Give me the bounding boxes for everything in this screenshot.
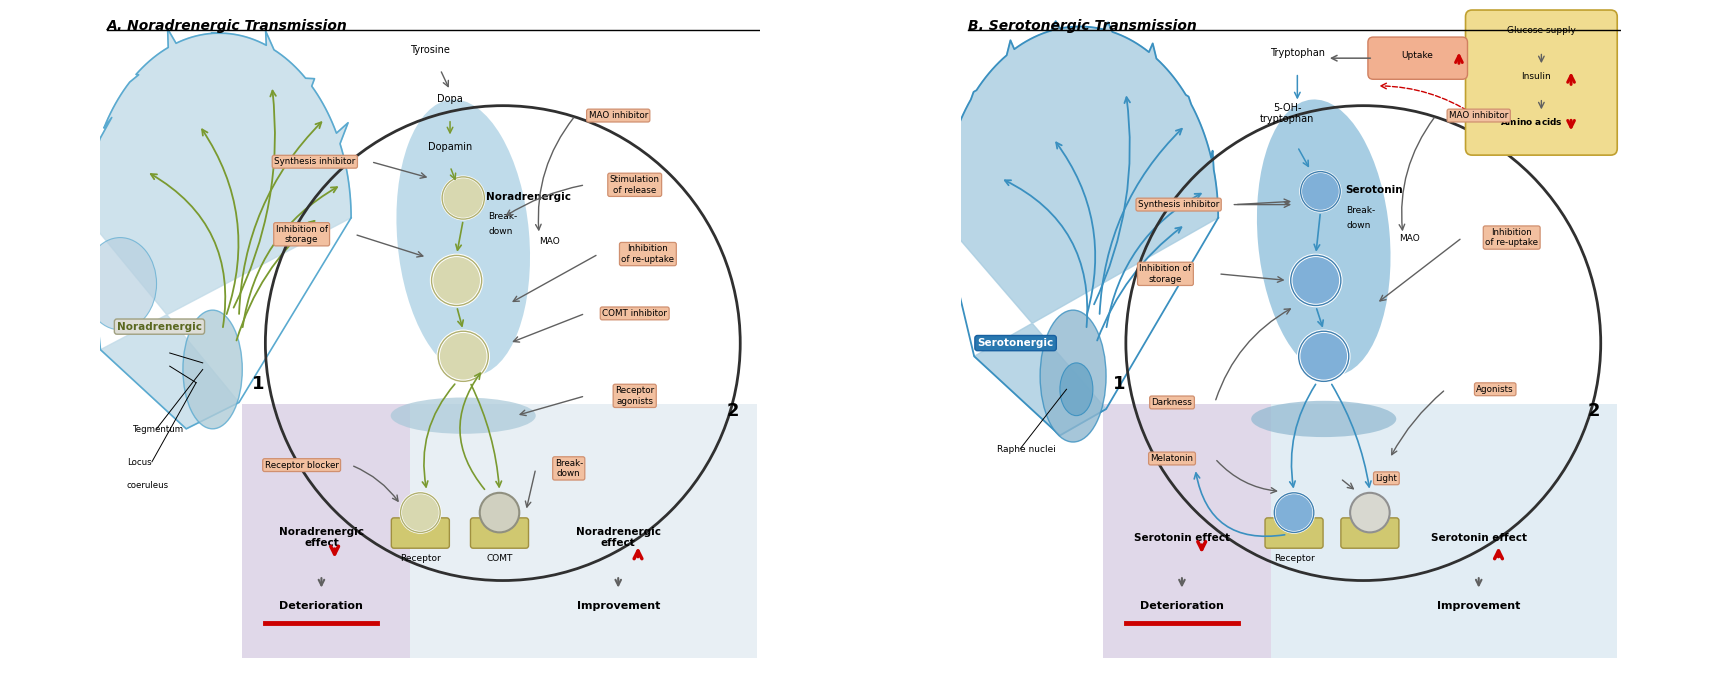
- FancyBboxPatch shape: [243, 404, 411, 658]
- Text: Serotonin effect: Serotonin effect: [1430, 532, 1527, 542]
- Text: MAO: MAO: [1399, 234, 1420, 243]
- Ellipse shape: [1060, 363, 1093, 416]
- FancyBboxPatch shape: [391, 518, 449, 548]
- Ellipse shape: [1039, 310, 1107, 442]
- FancyBboxPatch shape: [1368, 37, 1468, 79]
- Text: Uptake: Uptake: [1401, 51, 1434, 60]
- Text: Noradrenergic: Noradrenergic: [487, 192, 571, 202]
- Text: down: down: [1346, 221, 1370, 229]
- Text: Tryptophan: Tryptophan: [1270, 48, 1325, 58]
- Text: Break-: Break-: [1346, 205, 1375, 215]
- Circle shape: [1274, 493, 1313, 532]
- Text: Melatonin: Melatonin: [1151, 454, 1194, 463]
- Circle shape: [1299, 331, 1349, 382]
- Text: Serotonergic: Serotonergic: [978, 338, 1053, 348]
- Text: Receptor: Receptor: [1274, 554, 1315, 563]
- Text: A. Noradrenergic Transmission: A. Noradrenergic Transmission: [107, 19, 348, 32]
- FancyBboxPatch shape: [1466, 10, 1618, 155]
- Text: Tegmentum: Tegmentum: [134, 425, 184, 434]
- Text: 5-OH-
tryptophan: 5-OH- tryptophan: [1260, 102, 1315, 124]
- Text: 2: 2: [726, 402, 740, 420]
- Text: MAO: MAO: [539, 237, 559, 246]
- Text: COMT: COMT: [487, 554, 513, 563]
- Text: 2: 2: [1587, 402, 1601, 420]
- Ellipse shape: [1251, 401, 1396, 437]
- Text: 1: 1: [253, 376, 265, 393]
- Polygon shape: [941, 21, 1218, 435]
- Text: Light: Light: [1375, 474, 1397, 483]
- Text: Insulin: Insulin: [1521, 72, 1551, 81]
- Text: Inhibition of
storage: Inhibition of storage: [275, 225, 327, 244]
- Text: Noradrenergic: Noradrenergic: [117, 322, 201, 332]
- Text: MAO inhibitor: MAO inhibitor: [589, 111, 647, 120]
- Text: Receptor blocker: Receptor blocker: [265, 460, 339, 470]
- Text: Break-
down: Break- down: [554, 459, 583, 478]
- Circle shape: [401, 493, 441, 532]
- Ellipse shape: [1256, 100, 1391, 376]
- Text: B. Serotonergic Transmission: B. Serotonergic Transmission: [967, 19, 1196, 32]
- Text: Stimulation
of release: Stimulation of release: [609, 175, 659, 194]
- Text: Locus: Locus: [127, 458, 151, 467]
- Text: coeruleus: coeruleus: [127, 481, 169, 490]
- Circle shape: [480, 493, 520, 532]
- Text: Noradrenergic
effect: Noradrenergic effect: [577, 527, 661, 548]
- FancyBboxPatch shape: [470, 518, 528, 548]
- Text: down: down: [489, 227, 513, 236]
- Text: Improvement: Improvement: [1437, 600, 1520, 610]
- FancyBboxPatch shape: [1272, 404, 1618, 658]
- Text: Deterioration: Deterioration: [1139, 600, 1224, 610]
- Text: Glucose supply: Glucose supply: [1508, 26, 1576, 35]
- Text: Darkness: Darkness: [1151, 398, 1193, 407]
- Text: 1: 1: [1113, 376, 1126, 393]
- Text: Deterioration: Deterioration: [279, 600, 363, 610]
- Text: Tyrosine: Tyrosine: [410, 45, 451, 55]
- Text: Dopamin: Dopamin: [429, 142, 472, 152]
- Text: Serotonin: Serotonin: [1344, 185, 1403, 195]
- Text: Raphe nuclei: Raphe nuclei: [996, 445, 1057, 454]
- Text: $\mathbf{Amino\ acids}$: $\mathbf{Amino\ acids}$: [1501, 116, 1563, 127]
- Text: Noradrenergic
effect: Noradrenergic effect: [279, 527, 363, 548]
- Circle shape: [439, 331, 489, 382]
- Text: Inhibition
of re-uptake: Inhibition of re-uptake: [621, 244, 675, 264]
- Text: Inhibition of
storage: Inhibition of storage: [1139, 264, 1191, 283]
- Circle shape: [432, 255, 482, 306]
- Circle shape: [1291, 255, 1341, 306]
- Ellipse shape: [396, 100, 530, 376]
- Text: Improvement: Improvement: [577, 600, 659, 610]
- FancyBboxPatch shape: [1341, 518, 1399, 548]
- Polygon shape: [88, 29, 351, 429]
- Text: Receptor
agonists: Receptor agonists: [614, 386, 654, 406]
- Text: Receptor: Receptor: [399, 554, 441, 563]
- Text: Inhibition
of re-uptake: Inhibition of re-uptake: [1485, 228, 1539, 247]
- Circle shape: [442, 177, 484, 219]
- Text: Synthesis inhibitor: Synthesis inhibitor: [1138, 200, 1218, 209]
- Circle shape: [1301, 172, 1341, 211]
- FancyBboxPatch shape: [411, 404, 757, 658]
- Ellipse shape: [182, 310, 243, 429]
- FancyBboxPatch shape: [1265, 518, 1323, 548]
- Ellipse shape: [391, 398, 535, 434]
- Text: MAO inhibitor: MAO inhibitor: [1449, 111, 1508, 120]
- Text: Break-: Break-: [489, 212, 518, 221]
- Text: COMT inhibitor: COMT inhibitor: [602, 309, 668, 318]
- Text: Serotonin effect: Serotonin effect: [1134, 532, 1231, 542]
- FancyBboxPatch shape: [1103, 404, 1272, 658]
- Circle shape: [1349, 493, 1389, 532]
- Text: Agonists: Agonists: [1477, 385, 1514, 394]
- Text: Dopa: Dopa: [437, 94, 463, 104]
- Text: Synthesis inhibitor: Synthesis inhibitor: [274, 157, 356, 166]
- Ellipse shape: [84, 238, 157, 330]
